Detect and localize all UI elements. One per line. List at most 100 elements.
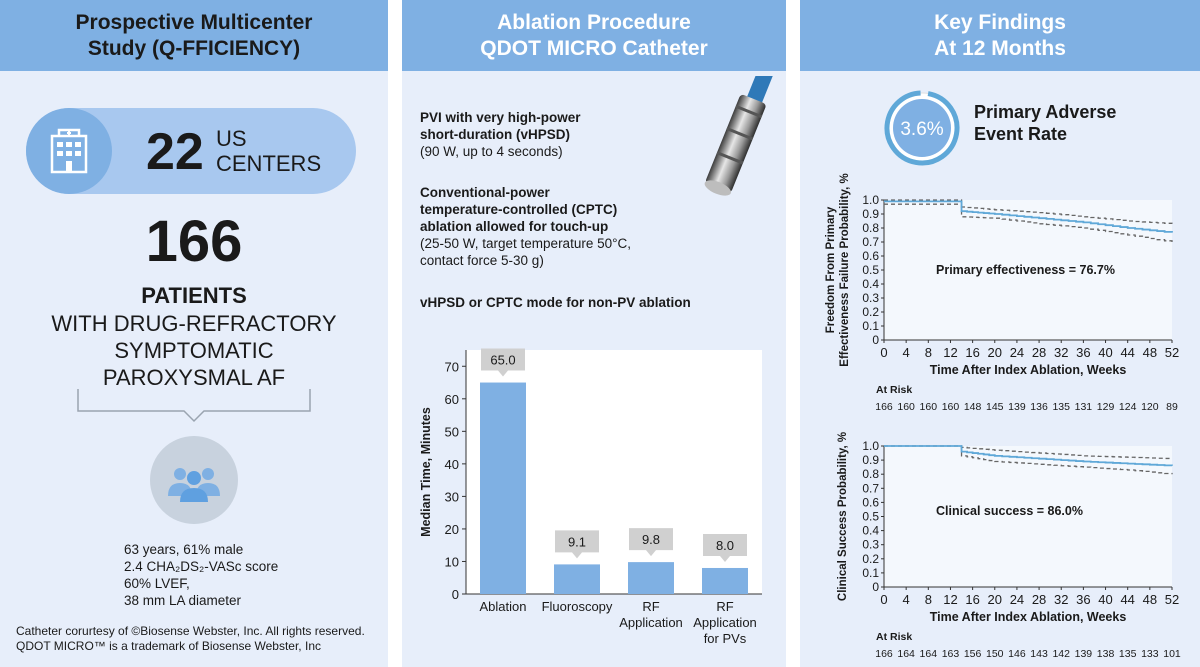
km-x-axis-label: Time After Index Ablation, Weeks xyxy=(930,610,1127,624)
procedure-header-line2: QDOT MICRO Catheter xyxy=(480,36,708,60)
km-at-risk-count: 164 xyxy=(897,648,915,660)
km-at-risk-count: 150 xyxy=(986,648,1004,660)
km-at-risk-label: At Risk xyxy=(876,384,912,396)
bar-category-label: Application xyxy=(619,615,683,630)
km-at-risk-count: 166 xyxy=(875,648,893,660)
km-y-tick-label: 0.7 xyxy=(862,481,879,495)
km-ci-upper-line xyxy=(884,445,1173,460)
procedure-header: Ablation Procedure QDOT MICRO Catheter xyxy=(402,0,786,71)
km-y-tick-label: 0.9 xyxy=(862,453,879,467)
median-time-bar-chart: 0 10 20 30 40 50 60 70 Median Time, Minutes 65.0 A… xyxy=(419,348,762,646)
km-x-tick-label: 52 xyxy=(1165,592,1179,607)
bar-y-tick-label: 10 xyxy=(445,554,459,569)
km-x-tick-label: 20 xyxy=(988,345,1002,360)
km-x-tick-label: 48 xyxy=(1143,592,1157,607)
km-x-tick-label: 28 xyxy=(1032,592,1046,607)
bar-y-tick-label: 60 xyxy=(445,392,459,407)
bar-y-tick-label: 70 xyxy=(445,359,459,374)
study-panel: Prospective Multicenter Study (Q-FFICIEN… xyxy=(0,0,388,667)
km-y-tick-label: 0.4 xyxy=(862,524,879,538)
bar-category-label: for PVs xyxy=(704,631,747,646)
bar-value-label: 9.1 xyxy=(568,534,586,549)
km-x-tick-label: 32 xyxy=(1054,592,1068,607)
km-y-tick-label: 0.1 xyxy=(862,319,879,333)
km-ci-lower-line xyxy=(884,445,1173,475)
km-at-risk-count: 160 xyxy=(920,401,938,413)
hospital-icon-circle xyxy=(26,108,112,194)
bar xyxy=(480,382,526,594)
km-at-risk-count: 129 xyxy=(1097,401,1115,413)
km-at-risk-count: 135 xyxy=(1119,648,1137,660)
km-x-tick-label: 40 xyxy=(1098,592,1112,607)
km-at-risk-count: 133 xyxy=(1141,648,1159,660)
km-at-risk-count: 143 xyxy=(1030,648,1048,660)
bar-value-callout xyxy=(481,348,525,377)
bar xyxy=(628,562,674,594)
km-x-tick-label: 36 xyxy=(1076,345,1090,360)
findings-header: Key Findings At 12 Months xyxy=(800,0,1200,71)
km-y-axis-label: Freedom From Primary xyxy=(825,206,837,333)
bar-y-tick-label: 30 xyxy=(445,489,459,504)
km-at-risk-count: 145 xyxy=(986,401,1004,413)
km-y-tick-label: 0.6 xyxy=(862,495,879,509)
km-plot-area xyxy=(884,200,1172,340)
findings-panel: Key Findings At 12 Months 3.6% Primary A… xyxy=(800,0,1200,667)
km-at-risk-count: 139 xyxy=(1075,648,1093,660)
km-x-axis-label: Time After Index Ablation, Weeks xyxy=(930,363,1127,377)
km-x-tick-label: 44 xyxy=(1120,592,1134,607)
km-y-tick-label: 0.6 xyxy=(862,249,879,263)
km-y-tick-label: 0.4 xyxy=(862,277,879,291)
km-y-tick-label: 0.8 xyxy=(862,467,879,481)
km-y-tick-label: 0.2 xyxy=(862,552,879,566)
km-x-tick-label: 4 xyxy=(903,592,910,607)
km-x-tick-label: 0 xyxy=(880,592,887,607)
adverse-event-label: Primary Adverse Event Rate xyxy=(974,102,1117,144)
bar-category-label: RF xyxy=(642,599,659,614)
km-ci-upper-line xyxy=(884,199,1173,224)
km-x-tick-label: 4 xyxy=(903,345,910,360)
findings-header-line2: At 12 Months xyxy=(934,36,1066,60)
bar-category-label: Application xyxy=(693,615,757,630)
km-annotation: Clinical success = 86.0% xyxy=(936,504,1083,518)
km-at-risk-count: 124 xyxy=(1119,401,1137,413)
km-plot-area xyxy=(884,446,1172,587)
bracket-connector xyxy=(77,389,311,423)
km-estimate-line xyxy=(884,445,1173,467)
effectiveness-km-chart: 00.10.20.30.40.50.60.70.80.91.0 0 4 8 12 16 20… xyxy=(825,173,1179,413)
cptc-text: Conventional-power temperature-controlle… xyxy=(420,185,631,268)
km-y-tick-label: 0.9 xyxy=(862,207,879,221)
study-header: Prospective Multicenter Study (Q-FFICIEN… xyxy=(0,0,388,71)
km-x-tick-label: 0 xyxy=(880,345,887,360)
km-y-tick-label: 0 xyxy=(872,580,879,594)
km-x-tick-label: 8 xyxy=(925,345,932,360)
km-y-tick-label: 0.3 xyxy=(862,291,879,305)
adverse-event-ring: 3.6% xyxy=(884,90,960,166)
km-x-tick-label: 8 xyxy=(925,592,932,607)
km-estimate-line xyxy=(884,200,1173,233)
catheter-credit: Catheter corurtesy of ©Biosense Webster,… xyxy=(16,624,365,653)
km-y-tick-label: 0.5 xyxy=(862,510,879,524)
bar-y-tick-label: 50 xyxy=(445,424,459,439)
km-x-tick-label: 36 xyxy=(1076,592,1090,607)
km-x-tick-label: 24 xyxy=(1010,592,1024,607)
km-x-tick-label: 16 xyxy=(965,345,979,360)
study-header-line1: Prospective Multicenter xyxy=(75,10,313,34)
findings-header-line1: Key Findings xyxy=(934,10,1066,34)
km-x-tick-label: 16 xyxy=(965,592,979,607)
bar-y-tick-label: 40 xyxy=(445,457,459,472)
km-at-risk-count: 160 xyxy=(942,401,960,413)
km-ci-lower-line xyxy=(884,203,1173,242)
patients-condition: WITH DRUG-REFRACTORY SYMPTOMATIC PAROXYS… xyxy=(51,311,337,390)
km-at-risk-count: 156 xyxy=(964,648,982,660)
km-at-risk-count: 138 xyxy=(1097,648,1115,660)
km-annotation: Primary effectiveness = 76.7% xyxy=(936,263,1115,277)
km-y-tick-label: 1.0 xyxy=(862,193,879,207)
km-y-tick-label: 0.8 xyxy=(862,221,879,235)
km-at-risk-count: 163 xyxy=(942,648,960,660)
patients-label: PATIENTS xyxy=(141,283,247,308)
km-y-tick-label: 1.0 xyxy=(862,439,879,453)
km-at-risk-count: 164 xyxy=(920,648,938,660)
bar-category-label: RF xyxy=(716,599,733,614)
bar-value-callout xyxy=(555,530,599,559)
nonpv-text: vHPSD or CPTC mode for non-PV ablation xyxy=(420,295,691,310)
